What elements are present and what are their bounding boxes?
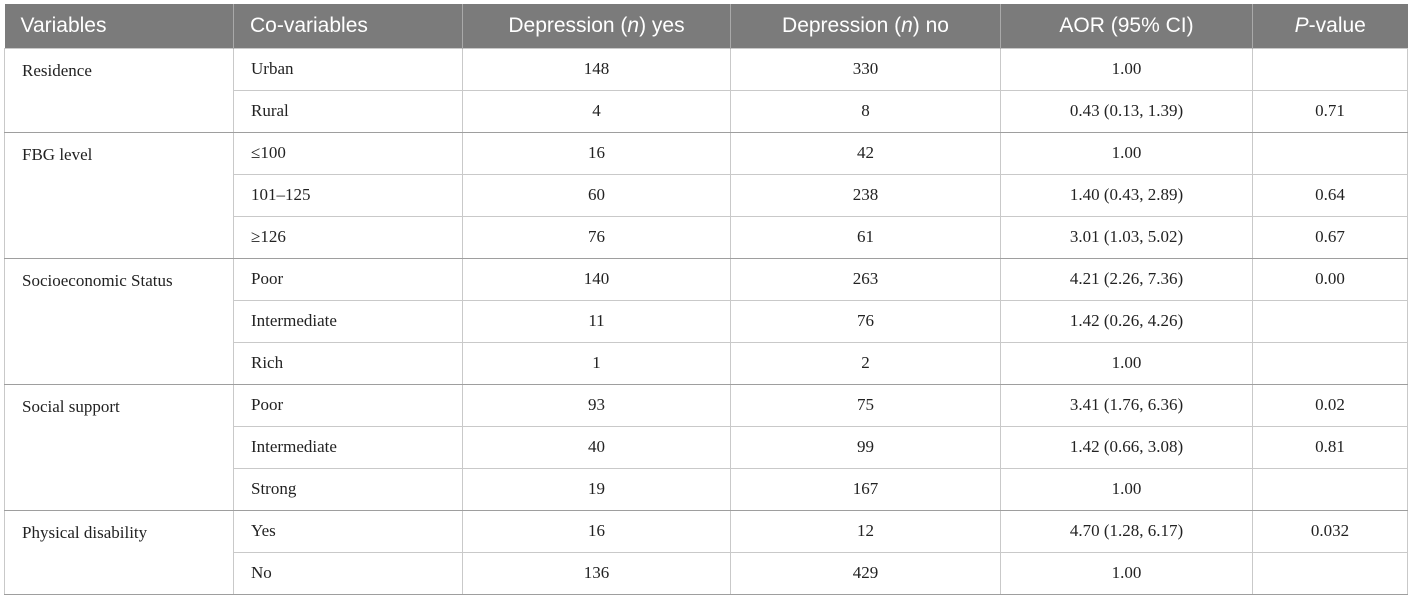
depression-yes-cell: 60 [462, 173, 731, 217]
header-depression-yes: Depression (n) yes [462, 4, 731, 48]
depression-yes-cell: 76 [462, 215, 731, 259]
header-row: Variables Co-variables Depression (n) ye… [4, 4, 1408, 48]
covariable-cell: Intermediate [233, 299, 463, 343]
header-depression-no-n: n [901, 13, 913, 37]
depression-yes-cell: 140 [462, 257, 731, 301]
variable-cell: Social support [4, 383, 234, 511]
depression-no-cell: 61 [730, 215, 1001, 259]
p-value-cell [1252, 47, 1408, 91]
p-value-cell: 0.71 [1252, 89, 1408, 133]
covariable-cell: Rural [233, 89, 463, 133]
table-row: 101–125 60 238 1.40 (0.43, 2.89) 0.64 [5, 173, 1408, 217]
table-row: Residence Urban 148 330 1.00 [4, 47, 1408, 133]
p-value-cell: 0.032 [1252, 509, 1408, 553]
aor-cell: 1.00 [1000, 47, 1253, 91]
header-variables: Variables [20, 13, 107, 37]
depression-yes-cell: 16 [462, 131, 731, 175]
p-value-cell: 0.00 [1252, 257, 1408, 301]
table-row: Social support Poor 93 75 3.41 (1.76, 6.… [4, 383, 1408, 511]
covariable-cell: Rich [233, 341, 463, 385]
header-p-value: P-value [1252, 4, 1408, 48]
header-p-value-rest: -value [1308, 13, 1366, 37]
p-value-cell [1252, 467, 1408, 511]
header-depression-yes-pre: Depression ( [508, 13, 628, 37]
aor-cell: 1.42 (0.66, 3.08) [1000, 425, 1253, 469]
p-value-cell: 0.81 [1252, 425, 1408, 469]
aor-cell: 1.00 [1000, 551, 1253, 595]
header-depression-no-post: ) no [912, 13, 949, 37]
header-depression-yes-n: n [627, 13, 640, 37]
variable-cell: Physical disability [4, 509, 234, 595]
header-covariables: Co-variables [233, 4, 463, 48]
aor-cell: 1.00 [1000, 341, 1253, 385]
aor-cell: 3.41 (1.76, 6.36) [1000, 383, 1253, 427]
covariable-cell: ≥126 [233, 215, 463, 259]
header-depression-no-pre: Depression ( [782, 13, 902, 37]
depression-yes-cell: 40 [462, 425, 731, 469]
table-body: Residence Urban 148 330 1.00 Rural 4 8 0… [4, 47, 1408, 595]
depression-yes-cell: 1 [462, 341, 731, 385]
aor-cell: 0.43 (0.13, 1.39) [1000, 89, 1253, 133]
covariable-cell: Intermediate [233, 425, 463, 469]
covariable-cell: Poor [233, 383, 463, 427]
covariable-cell: 101–125 [233, 173, 463, 217]
p-value-cell: 0.02 [1252, 383, 1408, 427]
depression-no-cell: 75 [730, 383, 1001, 427]
depression-no-cell: 167 [730, 467, 1001, 511]
variable-cell: Residence [4, 47, 234, 133]
depression-no-cell: 12 [730, 509, 1001, 553]
table-row: Strong 19 167 1.00 [5, 467, 1408, 511]
depression-no-cell: 8 [730, 89, 1001, 133]
aor-cell: 1.40 (0.43, 2.89) [1000, 173, 1253, 217]
p-value-cell [1252, 341, 1408, 385]
table-row: Intermediate 11 76 1.42 (0.26, 4.26) [5, 299, 1408, 343]
table-row: Rural 4 8 0.43 (0.13, 1.39) 0.71 [5, 89, 1408, 133]
depression-yes-cell: 19 [462, 467, 731, 511]
p-value-cell [1252, 551, 1408, 595]
aor-cell: 1.00 [1000, 131, 1253, 175]
covariable-cell: ≤100 [233, 131, 463, 175]
depression-yes-cell: 16 [462, 509, 731, 553]
header-depression-yes-post: ) yes [639, 13, 685, 37]
p-value-cell: 0.67 [1252, 215, 1408, 259]
aor-cell: 1.00 [1000, 467, 1253, 511]
depression-no-cell: 99 [730, 425, 1001, 469]
depression-no-cell: 76 [730, 299, 1001, 343]
table-row: No 136 429 1.00 [5, 551, 1408, 595]
results-table: Variables Co-variables Depression (n) ye… [4, 4, 1408, 595]
table-header: Variables Co-variables Depression (n) ye… [4, 4, 1408, 48]
aor-cell: 3.01 (1.03, 5.02) [1000, 215, 1253, 259]
depression-no-cell: 429 [730, 551, 1001, 595]
aor-cell: 4.21 (2.26, 7.36) [1000, 257, 1253, 301]
p-value-cell: 0.64 [1252, 173, 1408, 217]
depression-yes-cell: 4 [462, 89, 731, 133]
covariable-cell: Poor [233, 257, 463, 301]
header-p-value-p: P [1294, 13, 1309, 37]
header-depression-no: Depression (n) no [730, 4, 1001, 48]
covariable-cell: Strong [233, 467, 463, 511]
aor-cell: 1.42 (0.26, 4.26) [1000, 299, 1253, 343]
depression-yes-cell: 93 [462, 383, 731, 427]
table-row: FBG level ≤100 16 42 1.00 [4, 131, 1408, 259]
depression-yes-cell: 148 [462, 47, 731, 91]
table-row: Physical disability Yes 16 12 4.70 (1.28… [4, 509, 1408, 595]
depression-no-cell: 263 [730, 257, 1001, 301]
variable-cell: FBG level [4, 131, 234, 259]
variable-cell: Socioeconomic Status [4, 257, 234, 385]
depression-no-cell: 2 [730, 341, 1001, 385]
covariable-cell: Urban [233, 47, 463, 91]
header-aor: AOR (95% CI) [1000, 4, 1253, 48]
depression-yes-cell: 11 [462, 299, 731, 343]
depression-yes-cell: 136 [462, 551, 731, 595]
table-row: Socioeconomic Status Poor 140 263 4.21 (… [4, 257, 1408, 385]
p-value-cell [1252, 131, 1408, 175]
aor-cell: 4.70 (1.28, 6.17) [1000, 509, 1253, 553]
depression-no-cell: 42 [730, 131, 1001, 175]
depression-no-cell: 238 [730, 173, 1001, 217]
covariable-cell: Yes [233, 509, 463, 553]
covariable-cell: No [233, 551, 463, 595]
depression-no-cell: 330 [730, 47, 1001, 91]
p-value-cell [1252, 299, 1408, 343]
